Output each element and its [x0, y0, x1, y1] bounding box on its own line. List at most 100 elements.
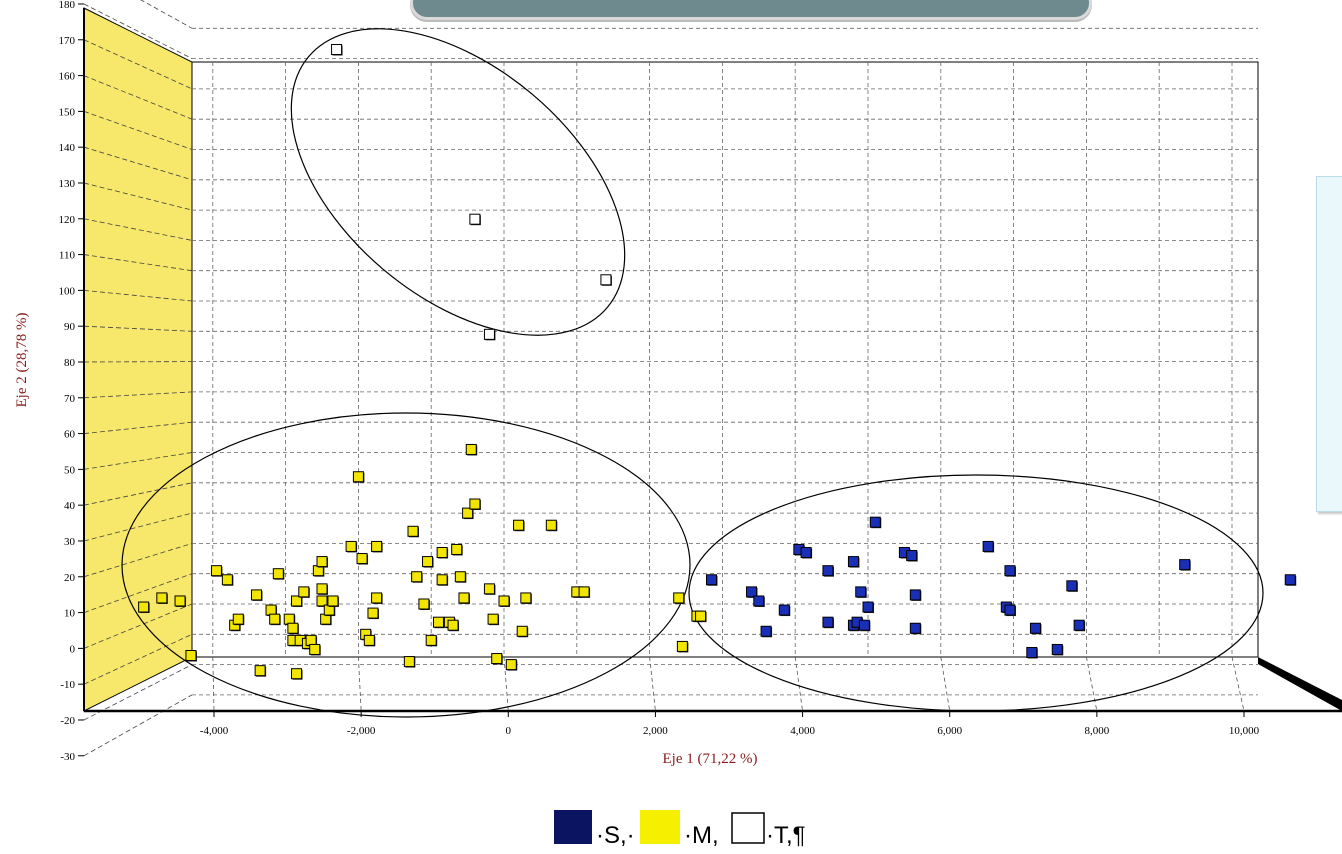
point-m	[432, 616, 444, 628]
point-m	[232, 613, 244, 625]
point-s	[1073, 619, 1085, 631]
x-tick-label: 6,000	[937, 725, 962, 737]
point-m	[371, 592, 383, 604]
point-m	[316, 556, 328, 568]
point-m	[425, 634, 437, 646]
point-s	[906, 550, 918, 562]
point-m	[487, 613, 499, 625]
point-m	[291, 668, 303, 680]
point-m	[545, 519, 557, 531]
point-s	[1284, 574, 1296, 586]
point-s	[1004, 604, 1016, 616]
y-tick-label: 100	[59, 285, 76, 297]
point-m	[316, 583, 328, 595]
point-t	[483, 328, 495, 340]
point-m	[498, 595, 510, 607]
y-tick-label: 150	[59, 106, 76, 118]
legend-label-m: ·M,	[684, 822, 719, 849]
wall-gridline	[83, 543, 193, 578]
y-tick-label: -10	[60, 679, 75, 691]
wall-gridline	[83, 111, 193, 150]
ellipse-cluster-m	[121, 412, 691, 718]
point-m	[520, 592, 532, 604]
point-m	[363, 634, 375, 646]
point-m	[458, 592, 470, 604]
point-m	[174, 595, 186, 607]
y-tick-label: 120	[59, 214, 76, 226]
y-tick-label: 30	[64, 536, 76, 548]
point-s	[705, 574, 717, 586]
point-m	[513, 519, 525, 531]
x-tick-label: 2,000	[643, 725, 668, 737]
y-tick-label: 130	[59, 178, 76, 190]
point-m	[462, 507, 474, 519]
y-axis-title: Eje 2 (28,78 %)	[14, 313, 30, 408]
x-tick-label: 4,000	[790, 725, 815, 737]
cluster-ellipses	[121, 28, 1264, 718]
wall-gridline	[83, 146, 193, 181]
legend-label-s: ·S,·	[596, 822, 635, 849]
point-t	[600, 274, 612, 286]
point-s	[1179, 559, 1191, 571]
y-tick-label: 0	[70, 643, 76, 655]
point-s	[1066, 580, 1078, 592]
wall-gridline	[83, 482, 193, 506]
point-m	[254, 665, 266, 677]
wall-gridline	[83, 512, 193, 542]
side-panel	[1316, 176, 1342, 512]
point-m	[269, 613, 281, 625]
point-m	[673, 592, 685, 604]
x-tick-label: -4,000	[200, 725, 229, 737]
point-s	[855, 586, 867, 598]
y-tick-label: -20	[60, 715, 75, 727]
point-s	[1004, 565, 1016, 577]
point-m	[352, 471, 364, 483]
wall-gridline	[83, 182, 193, 211]
wall-gridline	[83, 391, 193, 399]
back-plane	[191, 61, 1259, 658]
point-m	[305, 634, 317, 646]
point-m	[185, 650, 197, 662]
point-m	[356, 553, 368, 565]
point-t	[469, 213, 481, 225]
point-m	[265, 604, 277, 616]
point-s	[1051, 643, 1063, 655]
x-tick-label: 10,000	[1229, 725, 1260, 737]
point-t	[331, 44, 343, 56]
point-m	[516, 625, 528, 637]
point-s	[753, 595, 765, 607]
point-m	[422, 556, 434, 568]
point-s	[778, 604, 790, 616]
point-m	[287, 622, 299, 634]
ellipse-cluster-t	[290, 28, 626, 336]
floor-gridline	[503, 656, 509, 712]
point-m	[309, 643, 321, 655]
point-m	[411, 571, 423, 583]
y-tick-label: 50	[64, 464, 76, 476]
x-tick-label: 8,000	[1084, 725, 1109, 737]
point-m	[465, 443, 477, 455]
wall-gridline	[83, 289, 193, 302]
point-m	[578, 586, 590, 598]
point-m	[221, 574, 233, 586]
wall-gridline	[83, 39, 193, 90]
point-s	[760, 625, 772, 637]
legend-label-t: ·T,¶	[766, 822, 806, 849]
wall-gridline	[83, 694, 193, 757]
legend-swatch-s	[554, 810, 592, 844]
point-m	[454, 571, 466, 583]
point-s	[847, 556, 859, 568]
point-s	[858, 619, 870, 631]
point-m	[327, 595, 339, 607]
wall-gridline	[83, 452, 193, 470]
y-tick-label: 160	[59, 71, 76, 83]
point-m	[210, 565, 222, 577]
legend-swatch-m	[640, 810, 680, 844]
legend: ·S,· ·M, ·T,¶	[554, 810, 806, 849]
point-m	[407, 525, 419, 537]
point-m	[418, 598, 430, 610]
y-tick-label: -30	[60, 751, 75, 763]
point-m	[403, 656, 415, 668]
point-m	[436, 574, 448, 586]
data-points	[138, 44, 1297, 680]
